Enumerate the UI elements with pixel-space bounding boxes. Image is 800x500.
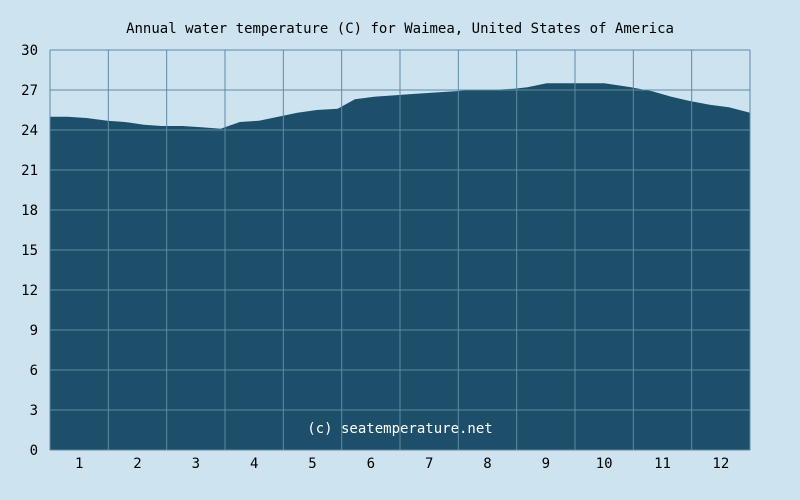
chart-title: Annual water temperature (C) for Waimea,… [126,21,674,37]
watermark-text: (c) seatemperature.net [307,421,492,437]
x-tick-label: 4 [250,456,258,472]
x-tick-label: 10 [596,456,613,472]
y-axis-ticks: 0 3 6 9 12 15 18 21 24 27 30 [21,43,38,459]
y-tick-label: 15 [21,243,38,259]
x-tick-label: 7 [425,456,433,472]
x-tick-label: 1 [75,456,83,472]
x-tick-label: 3 [192,456,200,472]
grid-lines [49,49,751,451]
x-tick-label: 6 [367,456,375,472]
x-tick-label: 11 [654,456,671,472]
y-tick-label: 3 [30,403,38,419]
y-tick-label: 6 [30,363,38,379]
x-axis-ticks: 1 2 3 4 5 6 7 8 9 10 11 12 [75,456,729,472]
x-tick-label: 8 [483,456,491,472]
y-tick-label: 24 [21,123,38,139]
x-tick-label: 5 [308,456,316,472]
y-tick-label: 12 [21,283,38,299]
y-tick-label: 27 [21,83,38,99]
x-tick-label: 9 [542,456,550,472]
y-tick-label: 0 [30,443,38,459]
y-tick-label: 18 [21,203,38,219]
y-tick-label: 9 [30,323,38,339]
y-tick-label: 30 [21,43,38,59]
x-tick-label: 2 [133,456,141,472]
y-tick-label: 21 [21,163,38,179]
x-tick-label: 12 [712,456,729,472]
